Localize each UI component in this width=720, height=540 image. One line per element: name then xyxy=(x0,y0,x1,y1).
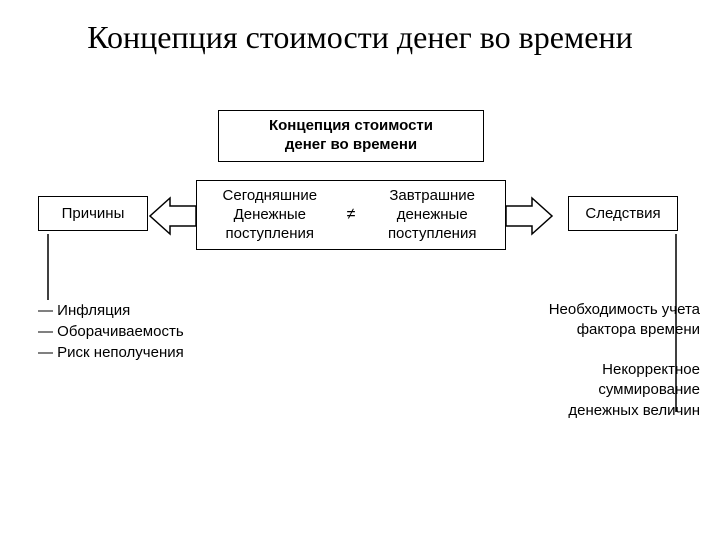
tomorrow-l3: поступления xyxy=(388,225,477,242)
comparison-box: Сегодняшние Денежные поступления ≠ Завтр… xyxy=(196,180,506,250)
causes-box: Причины xyxy=(38,196,148,231)
causes-list: Инфляция Оборачиваемость Риск неполучени… xyxy=(38,300,184,363)
concept-box: Концепция стоимости денег во времени xyxy=(218,110,484,162)
effect-block-2: Некорректное суммирование денежных велич… xyxy=(568,360,700,421)
not-equal-symbol: ≠ xyxy=(343,181,360,249)
page-title: Концепция стоимости денег во времени xyxy=(0,0,720,56)
effects-label: Следствия xyxy=(585,205,660,222)
cause-item-2: Риск неполучения xyxy=(38,342,184,363)
effect-block-1: Необходимость учета фактора времени xyxy=(549,300,700,341)
effect2-l3: денежных величин xyxy=(568,402,700,419)
effect1-l2: фактора времени xyxy=(577,321,700,338)
cause-item-1: Оборачиваемость xyxy=(38,321,184,342)
effects-box: Следствия xyxy=(568,196,678,231)
concept-line1: Концепция стоимости xyxy=(269,117,433,134)
concept-line2: денег во времени xyxy=(285,136,417,153)
tomorrow-l1: Завтрашние xyxy=(389,187,475,204)
connectors-layer xyxy=(0,0,720,540)
causes-label: Причины xyxy=(62,205,125,222)
arrow-left xyxy=(150,198,196,234)
tomorrow-l2: денежные xyxy=(397,206,468,223)
today-l2: Денежные xyxy=(234,206,306,223)
cause-item-0: Инфляция xyxy=(38,300,184,321)
arrow-right xyxy=(506,198,552,234)
today-flows: Сегодняшние Денежные поступления xyxy=(197,181,343,249)
effect2-l1: Некорректное xyxy=(602,361,700,378)
effect2-l2: суммирование xyxy=(598,381,700,398)
today-l1: Сегодняшние xyxy=(223,187,318,204)
effect1-l1: Необходимость учета xyxy=(549,301,700,318)
today-l3: поступления xyxy=(226,225,315,242)
tomorrow-flows: Завтрашние денежные поступления xyxy=(359,181,505,249)
